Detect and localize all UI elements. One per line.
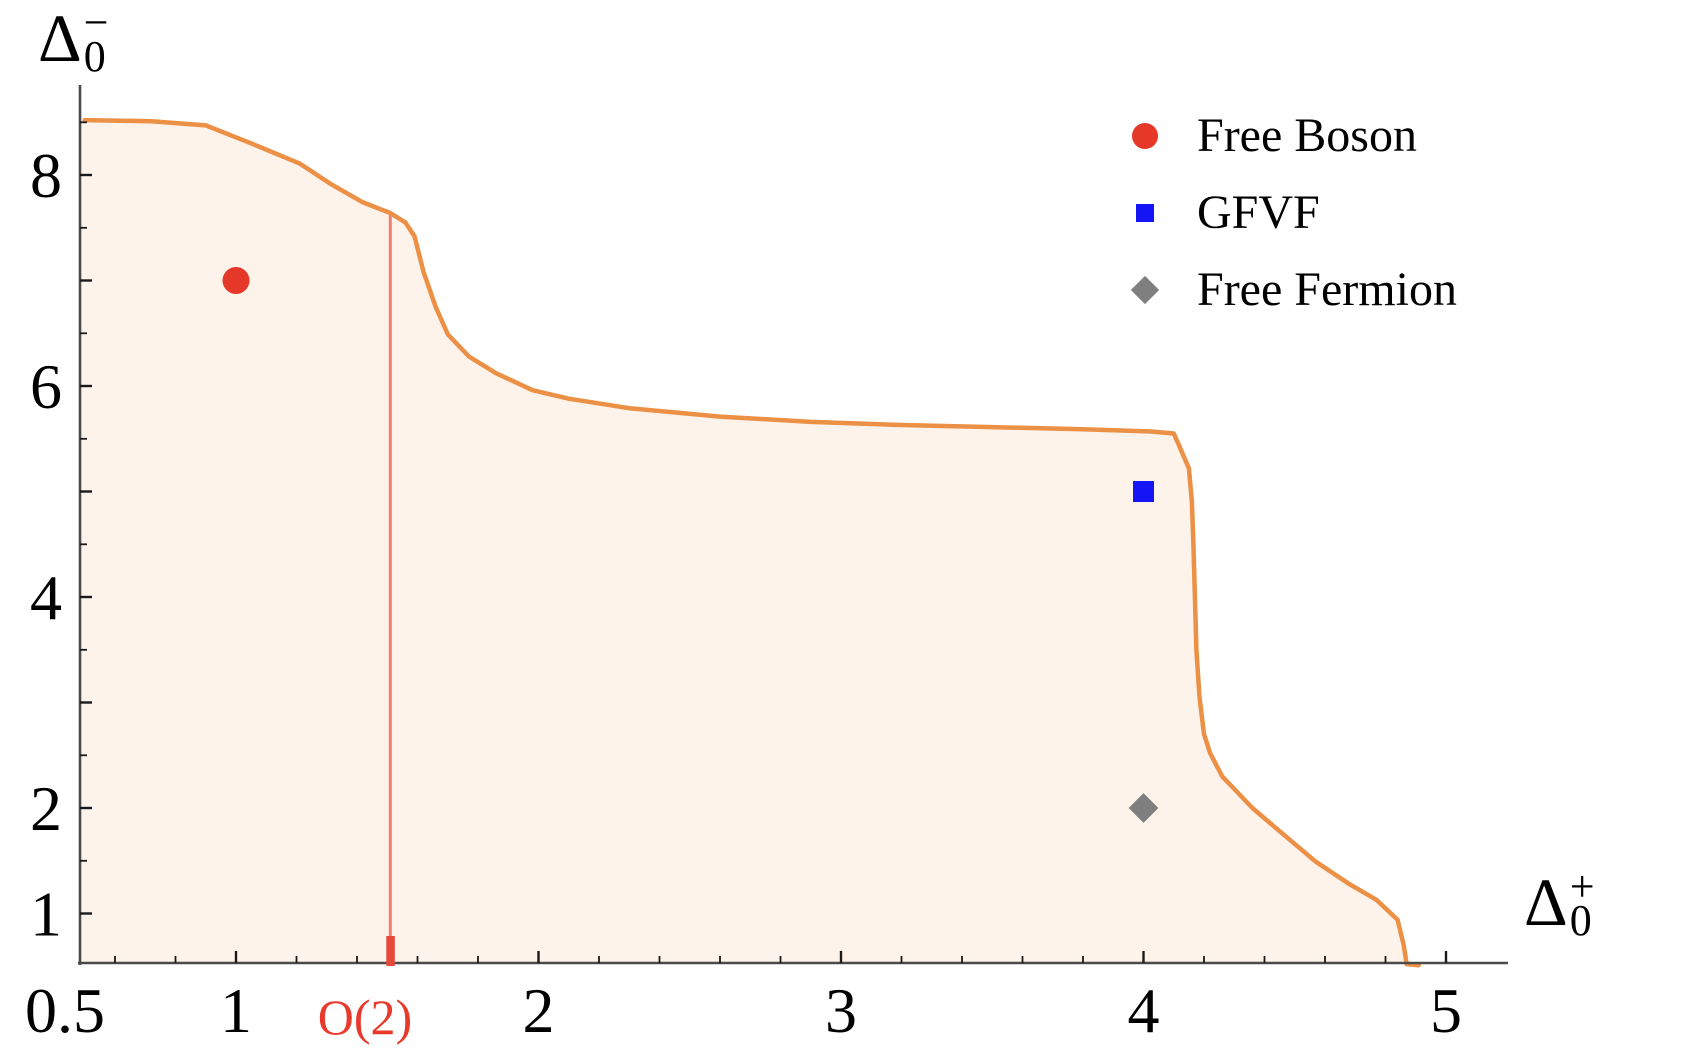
x-tick-label: 2 bbox=[523, 975, 555, 1046]
y-axis-label-sub: 0 bbox=[83, 32, 106, 81]
x-tick-label: 4 bbox=[1128, 975, 1160, 1046]
x-axis-label-scripts: + 0 bbox=[1569, 862, 1595, 945]
legend-item-gfvf: GFVF bbox=[1118, 174, 1457, 251]
y-tick-label: 2 bbox=[30, 773, 62, 844]
x-tick-label: 1 bbox=[220, 975, 252, 1046]
allowed-region-fill bbox=[80, 120, 1419, 966]
x-axis-label: Δ + 0 bbox=[1524, 862, 1595, 945]
x-tick-label: 3 bbox=[825, 975, 857, 1046]
legend-label: GFVF bbox=[1197, 186, 1320, 239]
legend-item-free-fermion: Free Fermion bbox=[1118, 251, 1457, 328]
x-tick-label-0-5: 0.5 bbox=[25, 975, 105, 1046]
legend-marker-cell bbox=[1118, 275, 1172, 304]
y-tick-label: 4 bbox=[30, 562, 62, 633]
y-axis-label-scripts: − 0 bbox=[83, 0, 109, 81]
exclusion-bound-curve bbox=[82, 117, 1422, 968]
legend-marker-cell bbox=[1118, 203, 1172, 222]
x-axis-label-sub: 0 bbox=[1569, 896, 1592, 945]
y-tick-label: 8 bbox=[30, 140, 62, 211]
y-axis-label: Δ − 0 bbox=[38, 0, 109, 81]
o2-axis-marker bbox=[386, 936, 395, 966]
legend: Free Boson GFVF Free Fermion bbox=[1118, 97, 1457, 328]
square-marker-icon bbox=[1136, 203, 1154, 222]
y-axis-label-base: Δ bbox=[38, 0, 82, 76]
y-axis-label-sup: − bbox=[83, 0, 109, 47]
x-axis-label-base: Δ bbox=[1524, 864, 1568, 940]
legend-marker-cell bbox=[1118, 122, 1172, 149]
y-tick-label: 6 bbox=[30, 351, 62, 422]
o2-label: O(2) bbox=[318, 989, 412, 1045]
data-point-gfvf bbox=[1133, 481, 1154, 502]
legend-label: Free Boson bbox=[1197, 109, 1417, 162]
x-tick-label: 5 bbox=[1430, 975, 1462, 1046]
data-point-free-boson bbox=[222, 267, 250, 294]
data-point-free-fermion bbox=[1128, 793, 1159, 823]
legend-item-free-boson: Free Boson bbox=[1118, 97, 1457, 174]
y-tick-label: 1 bbox=[30, 879, 62, 950]
circle-marker-icon bbox=[1132, 122, 1158, 149]
legend-label: Free Fermion bbox=[1197, 263, 1457, 316]
diamond-marker-icon bbox=[1130, 275, 1160, 304]
x-axis-label-sup: + bbox=[1569, 862, 1595, 911]
